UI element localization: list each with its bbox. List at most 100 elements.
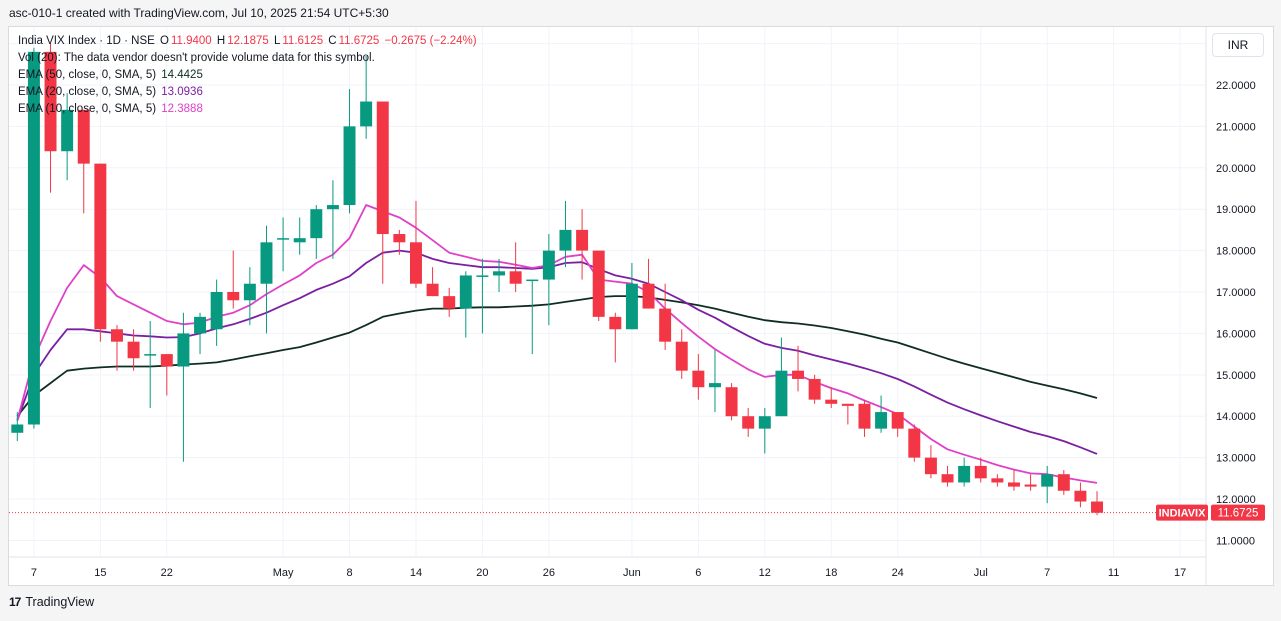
candle-down — [1091, 501, 1104, 513]
y-tick-label: 18.0000 — [1216, 246, 1256, 258]
y-tick-label: 22.0000 — [1216, 80, 1256, 92]
x-tick-label: 17 — [1174, 567, 1186, 579]
candle-down — [1074, 490, 1087, 502]
candle-down — [1057, 474, 1070, 491]
ema10-value: 12.3888 — [161, 103, 203, 115]
candle-up — [542, 250, 555, 280]
candle-down — [642, 283, 655, 309]
symbol-title[interactable]: India VIX Index · 1D · NSE — [18, 35, 155, 47]
close-label: C — [328, 35, 337, 47]
candle-down — [808, 378, 821, 400]
y-tick-label: 13.0000 — [1216, 453, 1256, 465]
candle-down — [592, 250, 605, 317]
candle-down — [376, 101, 389, 235]
candle-up — [326, 205, 339, 210]
y-tick-label: 11.0000 — [1216, 535, 1255, 547]
volume-note[interactable]: Vol (20): The data vendor doesn't provid… — [18, 52, 375, 64]
candle-up — [875, 412, 888, 429]
candle-up — [210, 292, 223, 330]
candle-down — [1024, 484, 1037, 487]
candle-down — [44, 51, 57, 152]
x-tick-label: 15 — [94, 567, 106, 579]
candle-down — [409, 242, 422, 284]
candle-up — [559, 229, 572, 251]
candle-up — [144, 354, 157, 356]
ema10-legend[interactable]: EMA (10, close, 0, SMA, 5) 12.3888 — [18, 103, 205, 115]
x-tick-label: 7 — [31, 567, 37, 579]
change-value: −0.2675 (−2.24%) — [384, 35, 477, 47]
open-value: 11.9400 — [170, 35, 212, 47]
candle-up — [625, 283, 638, 330]
candle-up — [360, 101, 373, 127]
candle-down — [941, 474, 954, 483]
y-tick-label: 20.0000 — [1216, 163, 1256, 175]
last-price-label: 11.6725 — [1218, 508, 1259, 520]
y-tick-label: 21.0000 — [1216, 121, 1256, 133]
candle-up — [343, 126, 356, 206]
y-tick-label: 14.0000 — [1216, 411, 1256, 423]
candle-up — [310, 209, 323, 239]
candle-down — [1007, 482, 1020, 487]
candle-up — [476, 275, 489, 277]
x-tick-label: 18 — [825, 567, 837, 579]
candle-down — [426, 283, 439, 297]
ema20-line — [16, 249, 1098, 455]
candle-down — [841, 403, 854, 406]
candle-down — [227, 292, 240, 301]
close-value: 11.6725 — [338, 35, 380, 47]
high-label: H — [216, 35, 226, 47]
candle-up — [775, 370, 788, 417]
low-value: 11.6125 — [282, 35, 324, 47]
y-tick-label: 12.0000 — [1216, 494, 1256, 506]
tradingview-footer[interactable]: 17 TradingView — [9, 595, 94, 609]
x-tick-label: 20 — [476, 567, 488, 579]
candle-down — [924, 457, 937, 475]
y-tick-label: 17.0000 — [1216, 287, 1256, 299]
x-tick-label: 7 — [1044, 567, 1050, 579]
ema20-legend[interactable]: EMA (20, close, 0, SMA, 5) 13.0936 — [18, 86, 205, 98]
high-value: 12.1875 — [227, 35, 269, 47]
candle-down — [858, 403, 871, 429]
ema20-label: EMA (20, close, 0, SMA, 5) — [18, 86, 157, 98]
candle-down — [77, 109, 90, 164]
x-tick-label: 14 — [410, 567, 422, 579]
candle-down — [443, 296, 456, 309]
x-tick-label: 26 — [543, 567, 555, 579]
candle-up — [293, 238, 306, 243]
candle-down — [792, 370, 805, 379]
candle-down — [891, 412, 904, 429]
candle-up — [277, 238, 290, 240]
candle-down — [725, 387, 738, 417]
symbol-tag-label: INDIAVIX — [1159, 508, 1207, 520]
y-tick-label: 15.0000 — [1216, 370, 1256, 382]
candle-down — [692, 370, 705, 388]
ohlc-legend[interactable]: India VIX Index · 1D · NSE O 11.9400 H 12.… — [18, 35, 479, 47]
ema20-value: 13.0936 — [161, 86, 203, 98]
candle-down — [974, 465, 987, 479]
candle-down — [825, 399, 838, 404]
x-tick-label: May — [273, 567, 294, 579]
y-tick-label: 19.0000 — [1216, 204, 1256, 216]
candle-up — [758, 416, 771, 429]
candle-down — [742, 416, 755, 429]
candle-up — [493, 271, 506, 276]
snapshot-caption: asc-010-1 created with TradingView.com, … — [9, 6, 389, 20]
candle-down — [160, 354, 173, 367]
ema50-legend[interactable]: EMA (50, close, 0, SMA, 5) 14.4425 — [18, 69, 205, 81]
candle-down — [94, 163, 107, 330]
tradingview-logo-icon: 17 — [9, 595, 21, 609]
x-tick-label: 12 — [759, 567, 771, 579]
candle-up — [194, 316, 207, 334]
ema50-label: EMA (50, close, 0, SMA, 5) — [18, 69, 157, 81]
candle-down — [609, 316, 622, 330]
x-tick-label: 24 — [892, 567, 904, 579]
candle-up — [459, 275, 472, 309]
currency-button[interactable]: INR — [1212, 33, 1264, 57]
x-tick-label: Jul — [974, 567, 988, 579]
candle-down — [127, 341, 140, 359]
tradingview-brand: TradingView — [25, 595, 95, 609]
candle-up — [11, 424, 24, 433]
last-price-box — [1211, 504, 1265, 521]
